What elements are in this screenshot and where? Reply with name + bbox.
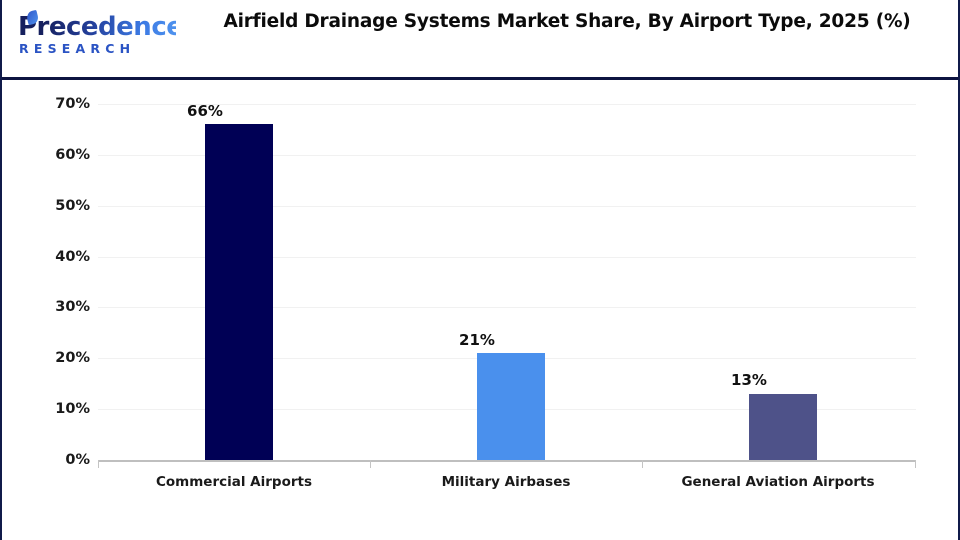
- bar-commercial-airports[interactable]: [205, 124, 273, 460]
- y-tick-70: 70%: [55, 96, 90, 112]
- gridline-70: [98, 104, 916, 105]
- precedence-research-logo: Precedence RESEARCH: [16, 9, 184, 66]
- x-category-commercial-airports: Commercial Airports: [155, 474, 312, 490]
- x-axis-tick-2: [642, 460, 643, 468]
- x-axis-tick-0: [98, 460, 99, 468]
- x-category-military-airbases: Military Airbases: [441, 474, 571, 490]
- page-title: Airfield Drainage Systems Market Share, …: [223, 11, 911, 32]
- x-axis-tick-1: [370, 460, 371, 468]
- bar-general-aviation-airports[interactable]: [749, 393, 817, 460]
- y-tick-40: 40%: [55, 248, 90, 265]
- data-label-general-aviation-airports: 13%: [731, 371, 767, 389]
- chart-plot-region: 70% 60% 50% 40% 30% 20% 10% 0% 66% 21% 1…: [2, 80, 958, 540]
- x-axis-line: [98, 460, 916, 462]
- y-axis: 70% 60% 50% 40% 30% 20% 10% 0%: [2, 96, 90, 468]
- bar-military-airbases[interactable]: [477, 353, 545, 460]
- plot-area: [98, 104, 916, 460]
- gridline-30: [98, 307, 916, 309]
- data-label-military-airbases: 21%: [459, 331, 495, 349]
- y-tick-10: 10%: [55, 401, 90, 418]
- x-category-general-aviation-airports: General Aviation Airports: [681, 474, 875, 490]
- y-tick-30: 30%: [55, 299, 90, 316]
- logo-subtitle: RESEARCH: [19, 41, 136, 56]
- y-tick-20: 20%: [55, 350, 90, 367]
- data-label-commercial-airports: 66%: [187, 102, 223, 120]
- gridline-50: [98, 205, 916, 207]
- logo-wordmark: Precedence: [18, 12, 184, 42]
- x-axis-tick-3: [915, 460, 916, 468]
- gridline-60: [98, 154, 916, 156]
- y-tick-0: 0%: [65, 452, 90, 468]
- gridline-40: [98, 256, 916, 258]
- chart-header: Precedence RESEARCH Airfield Drainage Sy…: [2, 0, 958, 80]
- y-tick-50: 50%: [55, 197, 90, 214]
- y-tick-60: 60%: [55, 146, 90, 163]
